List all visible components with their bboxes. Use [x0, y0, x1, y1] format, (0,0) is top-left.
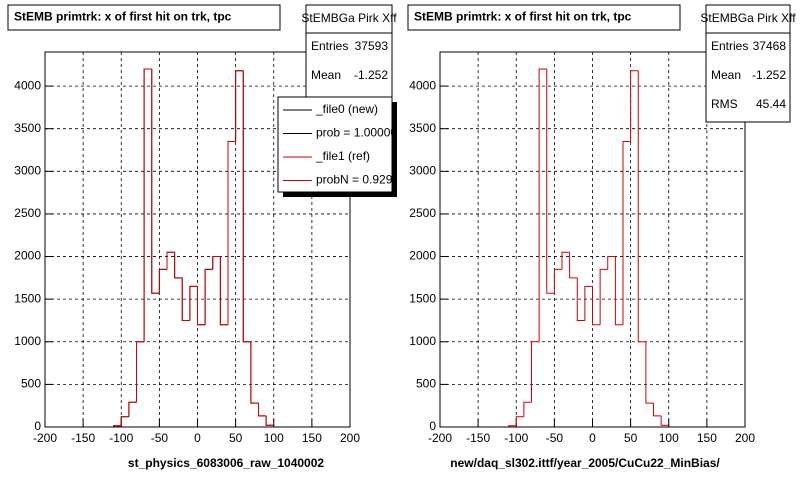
x-tick-label: -100 — [109, 431, 133, 445]
stats-value: -1.252 — [752, 68, 786, 82]
y-tick-label: 3000 — [409, 163, 436, 177]
y-tick-label: 0 — [34, 419, 41, 433]
y-tick-label: 500 — [21, 377, 41, 391]
x-axis-label: st_physics_6083006_raw_1040002 — [128, 456, 324, 470]
y-tick-label: 2000 — [14, 249, 41, 263]
y-tick-label: 0 — [429, 419, 436, 433]
x-tick-label: 150 — [697, 431, 717, 445]
y-tick-label: 2500 — [409, 206, 436, 220]
x-tick-label: -200 — [33, 431, 57, 445]
chart-title: StEMB primtrk: x of first hit on trk, tp… — [414, 10, 632, 24]
x-tick-label: -150 — [466, 431, 490, 445]
stats-value: 37468 — [753, 39, 787, 53]
x-tick-label: -200 — [428, 431, 452, 445]
y-tick-label: 3500 — [409, 121, 436, 135]
x-tick-label: 100 — [264, 431, 284, 445]
y-tick-label: 1000 — [14, 334, 41, 348]
stats-header: StEMBGa Pirk Xff — [700, 11, 796, 25]
x-tick-label: 200 — [735, 431, 755, 445]
stats-value: 37593 — [355, 39, 389, 53]
y-tick-label: 3500 — [14, 121, 41, 135]
x-tick-label: -150 — [71, 431, 95, 445]
y-tick-label: 4000 — [409, 78, 436, 92]
stats-value: 45.44 — [756, 97, 786, 111]
x-tick-label: -100 — [504, 431, 528, 445]
y-tick-label: 1500 — [14, 291, 41, 305]
stats-label: Entries — [711, 39, 748, 53]
y-tick-label: 3000 — [14, 163, 41, 177]
x-tick-label: 50 — [624, 431, 638, 445]
stats-label: Mean — [311, 68, 341, 82]
legend-label: _file1 (ref) — [315, 149, 370, 163]
x-axis-label: new/daq_sl302.ittf/year_2005/CuCu22_MinB… — [450, 456, 720, 470]
x-tick-label: 50 — [229, 431, 243, 445]
y-tick-label: 4000 — [14, 78, 41, 92]
canvas: -200-150-100-500501001502000500100015002… — [0, 0, 800, 480]
stats-value: -1.252 — [354, 68, 388, 82]
legend-label: prob = 1.000000 — [316, 126, 404, 140]
stats-label: Mean — [711, 68, 741, 82]
y-tick-label: 500 — [416, 377, 436, 391]
x-tick-label: 150 — [302, 431, 322, 445]
x-tick-label: 0 — [194, 431, 201, 445]
stats-label: RMS — [711, 97, 738, 111]
stats-header: StEMBGa Pirk Xff — [301, 11, 397, 25]
y-tick-label: 2500 — [14, 206, 41, 220]
y-tick-label: 2000 — [409, 249, 436, 263]
x-tick-label: 0 — [589, 431, 596, 445]
x-tick-label: 200 — [340, 431, 360, 445]
chart-title: StEMB primtrk: x of first hit on trk, tp… — [14, 10, 232, 24]
y-tick-label: 1500 — [409, 291, 436, 305]
x-tick-label: 100 — [659, 431, 679, 445]
x-tick-label: -50 — [546, 431, 564, 445]
y-tick-label: 1000 — [409, 334, 436, 348]
stats-label: Entries — [311, 39, 348, 53]
x-tick-label: -50 — [151, 431, 169, 445]
legend-label: _file0 (new) — [315, 102, 378, 116]
